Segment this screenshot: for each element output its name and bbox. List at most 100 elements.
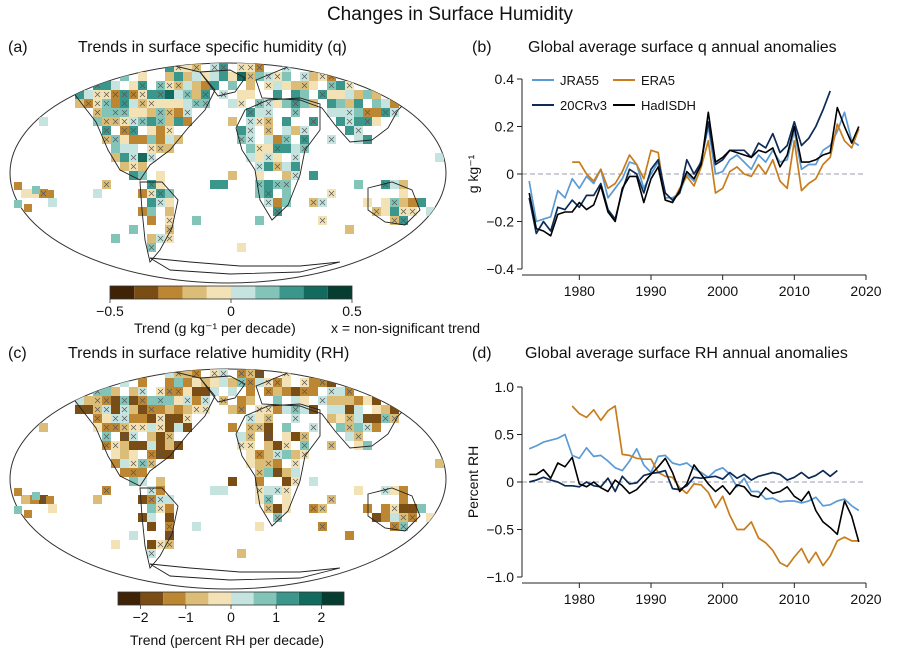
- map-c-cross: [112, 397, 119, 404]
- map-a-cross: [112, 91, 119, 98]
- colorbar-a-swatch: [279, 286, 304, 299]
- map-a-cell: [246, 90, 255, 99]
- map-a-cell: [156, 126, 165, 135]
- map-c-cell: [246, 396, 255, 405]
- map-a-cross: [193, 100, 200, 107]
- map-a-cross: [139, 91, 146, 98]
- map-a-cell: [147, 198, 156, 207]
- map-c-cell: [309, 477, 318, 486]
- map-a-cell: [147, 207, 156, 216]
- map-a-cross: [265, 118, 272, 125]
- map-a-cell: [165, 135, 174, 144]
- map-c-cell: [408, 504, 417, 513]
- map-c-cross: [292, 415, 299, 422]
- panel-a-title: Trends in surface specific humidity (q): [78, 39, 347, 56]
- map-c-cross: [148, 487, 155, 494]
- map-c-cell: [273, 504, 282, 513]
- map-c-cell: [21, 495, 30, 504]
- map-a-cross: [265, 154, 272, 161]
- chart-d-y-label: Percent RH: [465, 446, 481, 518]
- map-a-cell: [345, 90, 354, 99]
- map-a: [9, 62, 447, 284]
- map-a-cell: [219, 180, 228, 189]
- map-c-cell: [336, 423, 345, 432]
- map-a-cell: [408, 198, 417, 207]
- map-c-cell: [201, 387, 210, 396]
- figure-title: Changes in Surface Humidity: [326, 4, 574, 25]
- map-a-cell: [282, 189, 291, 198]
- map-c-cell: [174, 423, 183, 432]
- map-c-cross: [265, 406, 272, 413]
- map-c-cross: [400, 523, 407, 530]
- map-c-cell: [165, 396, 174, 405]
- map-a-cross: [247, 64, 254, 71]
- map-c-cell: [183, 405, 192, 414]
- map-a-cell: [381, 207, 390, 216]
- map-a-cross: [202, 91, 209, 98]
- map-c-cross: [85, 406, 92, 413]
- map-c-cell: [192, 396, 201, 405]
- map-a-cross: [301, 127, 308, 134]
- map-a-cross: [274, 163, 281, 170]
- map-a-cross: [328, 136, 335, 143]
- map-c-cell: [24, 510, 32, 518]
- map-c-cross: [274, 379, 281, 386]
- map-a-cross: [139, 154, 146, 161]
- map-c-cell: [156, 432, 165, 441]
- map-c-cell: [228, 477, 237, 486]
- map-a-cross: [400, 208, 407, 215]
- map-a-cross: [247, 109, 254, 116]
- map-a-cell: [228, 117, 237, 126]
- map-c-cross: [166, 523, 173, 530]
- map-a-cross: [130, 91, 137, 98]
- map-c-cell: [210, 378, 219, 387]
- map-a-cell: [24, 204, 32, 212]
- map-a-cell: [363, 198, 372, 207]
- map-a-cross: [166, 82, 173, 89]
- map-c-cell: [165, 504, 174, 513]
- map-c-cell: [390, 486, 399, 495]
- map-c-cell: [282, 477, 291, 486]
- map-c-cross: [328, 442, 335, 449]
- map-c-cell: [147, 522, 156, 531]
- map-a-cross: [346, 118, 353, 125]
- map-a-cell: [399, 198, 408, 207]
- map-c-coastline: [149, 563, 341, 581]
- map-a-cross: [157, 91, 164, 98]
- map-c-cross: [130, 433, 137, 440]
- map-c-cell: [246, 450, 255, 459]
- map-c-cross: [184, 397, 191, 404]
- map-a-cross: [265, 127, 272, 134]
- map-a-cell: [273, 99, 282, 108]
- map-a-cross: [364, 109, 371, 116]
- map-c-cross: [40, 496, 47, 503]
- panel-b-title: Global average surface q annual anomalie…: [528, 39, 837, 56]
- chart-b-y-tick-label: 0.2: [495, 119, 515, 135]
- map-a-cross: [265, 100, 272, 107]
- map-c-cell: [147, 504, 156, 513]
- chart-d-y-tick-label: 0: [506, 474, 514, 490]
- map-a-cross: [364, 118, 371, 125]
- map-a-cell: [165, 72, 174, 81]
- map-c-cross: [103, 406, 110, 413]
- map-a-cross: [157, 190, 164, 197]
- map-a-cell: [291, 90, 300, 99]
- chart-d-x-tick-label: 1990: [635, 591, 666, 607]
- map-a-cell: [21, 189, 30, 198]
- map-a-cell: [228, 81, 237, 90]
- map-a-cross: [166, 127, 173, 134]
- map-c-cell: [354, 396, 363, 405]
- map-a-cell: [228, 99, 237, 108]
- map-a-cross: [292, 172, 299, 179]
- map-c-cell: [291, 432, 300, 441]
- map-c-cross: [139, 424, 146, 431]
- map-a-cross: [157, 109, 164, 116]
- chart-d-x-tick-label: 1980: [564, 591, 595, 607]
- map-c-cell: [345, 396, 354, 405]
- map-c-cell: [282, 468, 291, 477]
- chart-b-y-tick-label: −0.4: [486, 261, 514, 277]
- map-c-cross: [238, 406, 245, 413]
- map-a-cell: [399, 180, 408, 189]
- map-c-cross: [301, 379, 308, 386]
- map-a-cell: [165, 63, 174, 72]
